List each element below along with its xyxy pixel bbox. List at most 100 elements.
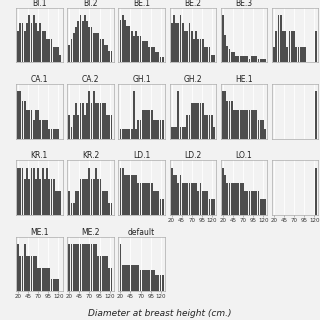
Bar <box>120 168 121 215</box>
Bar <box>46 39 48 62</box>
Bar <box>131 129 132 139</box>
Bar <box>140 270 141 291</box>
Bar <box>302 47 304 62</box>
Bar <box>316 168 317 215</box>
Bar <box>186 183 188 215</box>
Bar <box>35 23 37 62</box>
Bar <box>122 15 124 62</box>
Bar <box>249 191 251 215</box>
Bar <box>213 55 215 62</box>
Bar <box>22 101 23 139</box>
Bar <box>273 47 275 62</box>
Bar <box>224 175 226 215</box>
Bar <box>55 279 57 291</box>
Bar <box>28 256 30 291</box>
Bar <box>300 47 302 62</box>
Bar <box>108 268 110 291</box>
Bar <box>20 168 21 215</box>
Bar <box>68 244 70 291</box>
Bar <box>146 183 148 215</box>
Bar <box>75 244 77 291</box>
Bar <box>91 244 92 291</box>
Bar <box>222 15 224 62</box>
Bar <box>148 270 150 291</box>
Bar <box>73 33 75 62</box>
Bar <box>31 168 32 215</box>
Bar <box>200 183 202 215</box>
Title: BI.1: BI.1 <box>32 0 46 8</box>
Bar <box>128 26 130 62</box>
Bar <box>293 31 295 62</box>
Bar <box>106 256 108 291</box>
Bar <box>153 120 155 139</box>
Bar <box>100 103 101 139</box>
Bar <box>224 36 226 62</box>
Bar <box>79 103 81 139</box>
Bar <box>122 129 124 139</box>
Bar <box>31 256 32 291</box>
Bar <box>231 183 233 215</box>
Bar <box>53 129 55 139</box>
Bar <box>37 168 39 215</box>
Bar <box>177 91 179 139</box>
Bar <box>31 23 32 62</box>
Bar <box>131 175 132 215</box>
Bar <box>46 168 48 215</box>
Title: LD.1: LD.1 <box>133 151 150 161</box>
Bar <box>77 191 79 215</box>
Bar <box>140 120 141 139</box>
Bar <box>171 23 172 62</box>
Bar <box>316 31 317 62</box>
Bar <box>20 23 21 62</box>
Title: default: default <box>128 228 155 237</box>
Bar <box>57 47 59 62</box>
Bar <box>124 175 126 215</box>
Bar <box>211 115 212 139</box>
Bar <box>73 115 75 139</box>
Bar <box>51 180 52 215</box>
Bar <box>128 129 130 139</box>
Bar <box>51 129 52 139</box>
Bar <box>82 103 84 139</box>
Bar <box>122 265 124 291</box>
Bar <box>126 175 128 215</box>
Text: Diameter at breast height (cm.): Diameter at breast height (cm.) <box>88 309 232 318</box>
Bar <box>175 175 177 215</box>
Bar <box>93 180 95 215</box>
Bar <box>213 199 215 215</box>
Bar <box>260 199 261 215</box>
Bar <box>42 268 44 291</box>
Bar <box>246 191 248 215</box>
Bar <box>124 265 126 291</box>
Bar <box>77 244 79 291</box>
Bar <box>197 191 199 215</box>
Bar <box>37 268 39 291</box>
Bar <box>140 36 141 62</box>
Bar <box>46 268 48 291</box>
Bar <box>182 183 184 215</box>
Bar <box>120 20 121 62</box>
Bar <box>75 27 77 62</box>
Bar <box>151 270 153 291</box>
Bar <box>106 45 108 62</box>
Bar <box>142 183 144 215</box>
Bar <box>260 120 261 139</box>
Bar <box>126 265 128 291</box>
Bar <box>188 115 190 139</box>
Bar <box>71 127 72 139</box>
Title: CA.1: CA.1 <box>30 75 48 84</box>
Bar <box>100 39 101 62</box>
Bar <box>57 279 59 291</box>
Bar <box>93 33 95 62</box>
Bar <box>211 199 212 215</box>
Bar <box>237 183 239 215</box>
Bar <box>209 199 210 215</box>
Bar <box>233 183 235 215</box>
Bar <box>162 276 164 291</box>
Bar <box>46 120 48 139</box>
Bar <box>146 110 148 139</box>
Bar <box>73 244 75 291</box>
Bar <box>249 110 251 139</box>
Bar <box>128 265 130 291</box>
Bar <box>60 55 61 62</box>
